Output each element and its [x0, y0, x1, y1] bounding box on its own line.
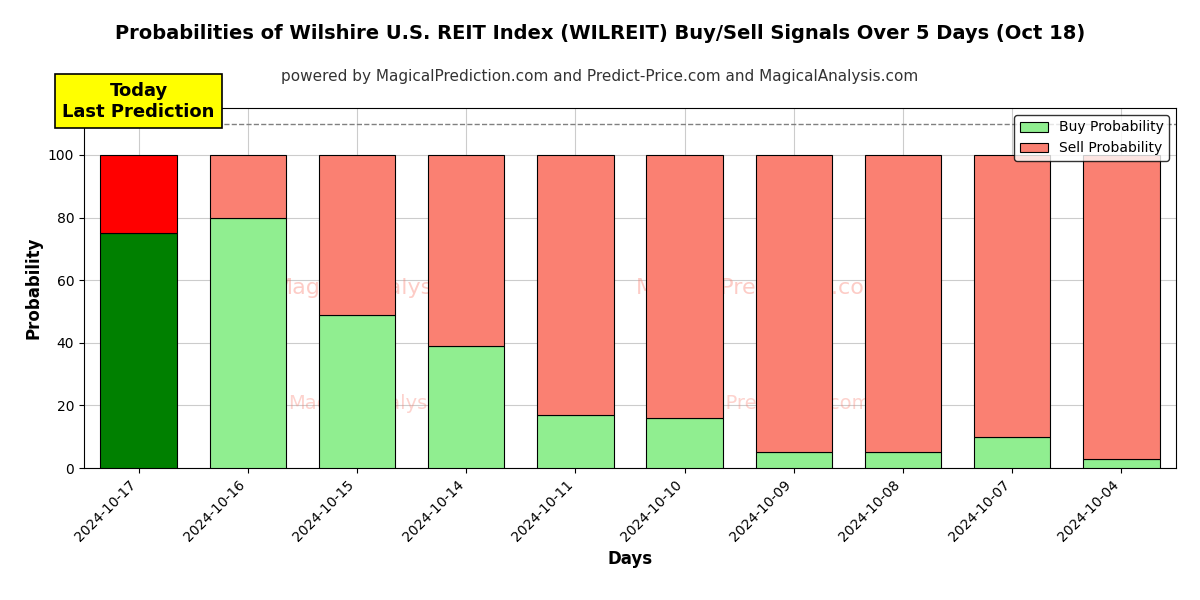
Bar: [647, 418, 722, 468]
Bar: [210, 218, 286, 468]
Bar: [974, 155, 1050, 437]
Bar: [647, 155, 722, 418]
Text: powered by MagicalPrediction.com and Predict-Price.com and MagicalAnalysis.com: powered by MagicalPrediction.com and Pre…: [281, 69, 919, 84]
Bar: [1084, 458, 1159, 468]
Bar: [865, 452, 941, 468]
Bar: [538, 155, 613, 415]
Legend: Buy Probability, Sell Probability: Buy Probability, Sell Probability: [1014, 115, 1169, 161]
Bar: [538, 415, 613, 468]
Bar: [101, 155, 176, 233]
Text: Today
Last Prediction: Today Last Prediction: [62, 82, 215, 121]
Bar: [319, 314, 395, 468]
Bar: [756, 155, 832, 452]
Y-axis label: Probability: Probability: [24, 237, 42, 339]
Bar: [865, 155, 941, 452]
Text: Probabilities of Wilshire U.S. REIT Index (WILREIT) Buy/Sell Signals Over 5 Days: Probabilities of Wilshire U.S. REIT Inde…: [115, 24, 1085, 43]
Bar: [319, 155, 395, 314]
Text: MagicalAnalysis.com: MagicalAnalysis.com: [288, 394, 491, 413]
X-axis label: Days: Days: [607, 550, 653, 568]
Text: MagicalPrediction.com: MagicalPrediction.com: [652, 394, 871, 413]
Bar: [101, 233, 176, 468]
Bar: [756, 452, 832, 468]
Text: MagicalAnalysis.com: MagicalAnalysis.com: [274, 278, 505, 298]
Bar: [428, 155, 504, 346]
Bar: [210, 155, 286, 218]
Bar: [1084, 155, 1159, 458]
Text: MagicalPrediction.com: MagicalPrediction.com: [636, 278, 887, 298]
Bar: [974, 437, 1050, 468]
Bar: [428, 346, 504, 468]
